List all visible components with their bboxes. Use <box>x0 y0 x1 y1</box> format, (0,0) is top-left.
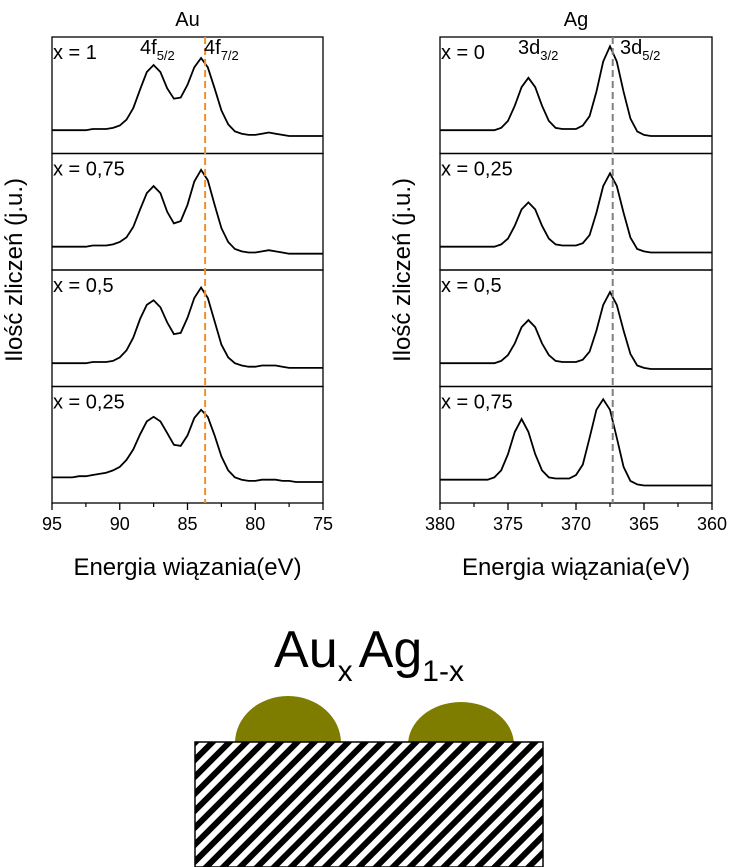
peak-label: 3d5/2 <box>620 37 660 63</box>
formula-element: Ag <box>359 621 423 679</box>
spectrum-line <box>440 397 712 487</box>
y-axis-label: Ilość zliczeń (j.u.) <box>389 178 416 362</box>
chart-title: Au <box>175 9 199 31</box>
x-tick-label: 90 <box>110 514 130 534</box>
peak-label: 3d3/2 <box>518 37 558 63</box>
formula: Aux Ag1-x <box>274 621 464 688</box>
peak-label: 4f5/2 <box>140 37 175 63</box>
peak-label-sub: 3/2 <box>540 48 558 63</box>
series-label: x = 1 <box>53 42 97 64</box>
x-tick-label: 95 <box>42 514 62 534</box>
substrate-diagram <box>194 696 544 867</box>
spectrum-line <box>52 285 323 369</box>
spectrum-line <box>52 168 323 255</box>
chart-title: Ag <box>564 9 588 31</box>
peak-label-sub: 7/2 <box>221 48 239 63</box>
peak-label-main: 3d <box>620 37 642 59</box>
substrate <box>194 741 544 867</box>
spectrum-line <box>52 56 323 137</box>
formula-element: Au <box>274 621 338 679</box>
x-axis-label: Energia wiązania(eV) <box>73 554 301 581</box>
peak-label-sub: 5/2 <box>642 48 660 63</box>
formula-subscript: x <box>338 655 353 688</box>
series-label: x = 0,5 <box>441 275 502 297</box>
peak-label-main: 4f <box>140 37 157 59</box>
peak-label: 4f7/2 <box>204 37 239 63</box>
x-axis-label: Energia wiązania(eV) <box>462 554 690 581</box>
series-label: x = 0 <box>441 42 485 64</box>
x-tick-label: 80 <box>245 514 265 534</box>
spectrum-line <box>440 44 712 137</box>
peak-label-main: 4f <box>204 37 221 59</box>
spectrum-line <box>52 408 323 483</box>
x-tick-label: 75 <box>313 514 333 534</box>
series-label: x = 0,25 <box>53 392 125 414</box>
x-tick-label: 375 <box>493 514 523 534</box>
series-label: x = 0,75 <box>53 159 125 181</box>
x-tick-label: 365 <box>629 514 659 534</box>
peak-label-sub: 5/2 <box>157 48 175 63</box>
formula-subscript: 1-x <box>422 655 464 688</box>
series-label: x = 0,25 <box>441 159 513 181</box>
x-tick-label: 85 <box>177 514 197 534</box>
x-tick-label: 380 <box>425 514 455 534</box>
x-tick-label: 360 <box>697 514 727 534</box>
y-axis-label: Ilość zliczeń (j.u.) <box>1 178 28 362</box>
spectrum-line <box>440 290 712 370</box>
series-label: x = 0,75 <box>441 392 513 414</box>
x-tick-label: 370 <box>561 514 591 534</box>
series-label: x = 0,5 <box>53 275 114 297</box>
spectrum-line <box>440 171 712 254</box>
peak-label-main: 3d <box>518 37 540 59</box>
